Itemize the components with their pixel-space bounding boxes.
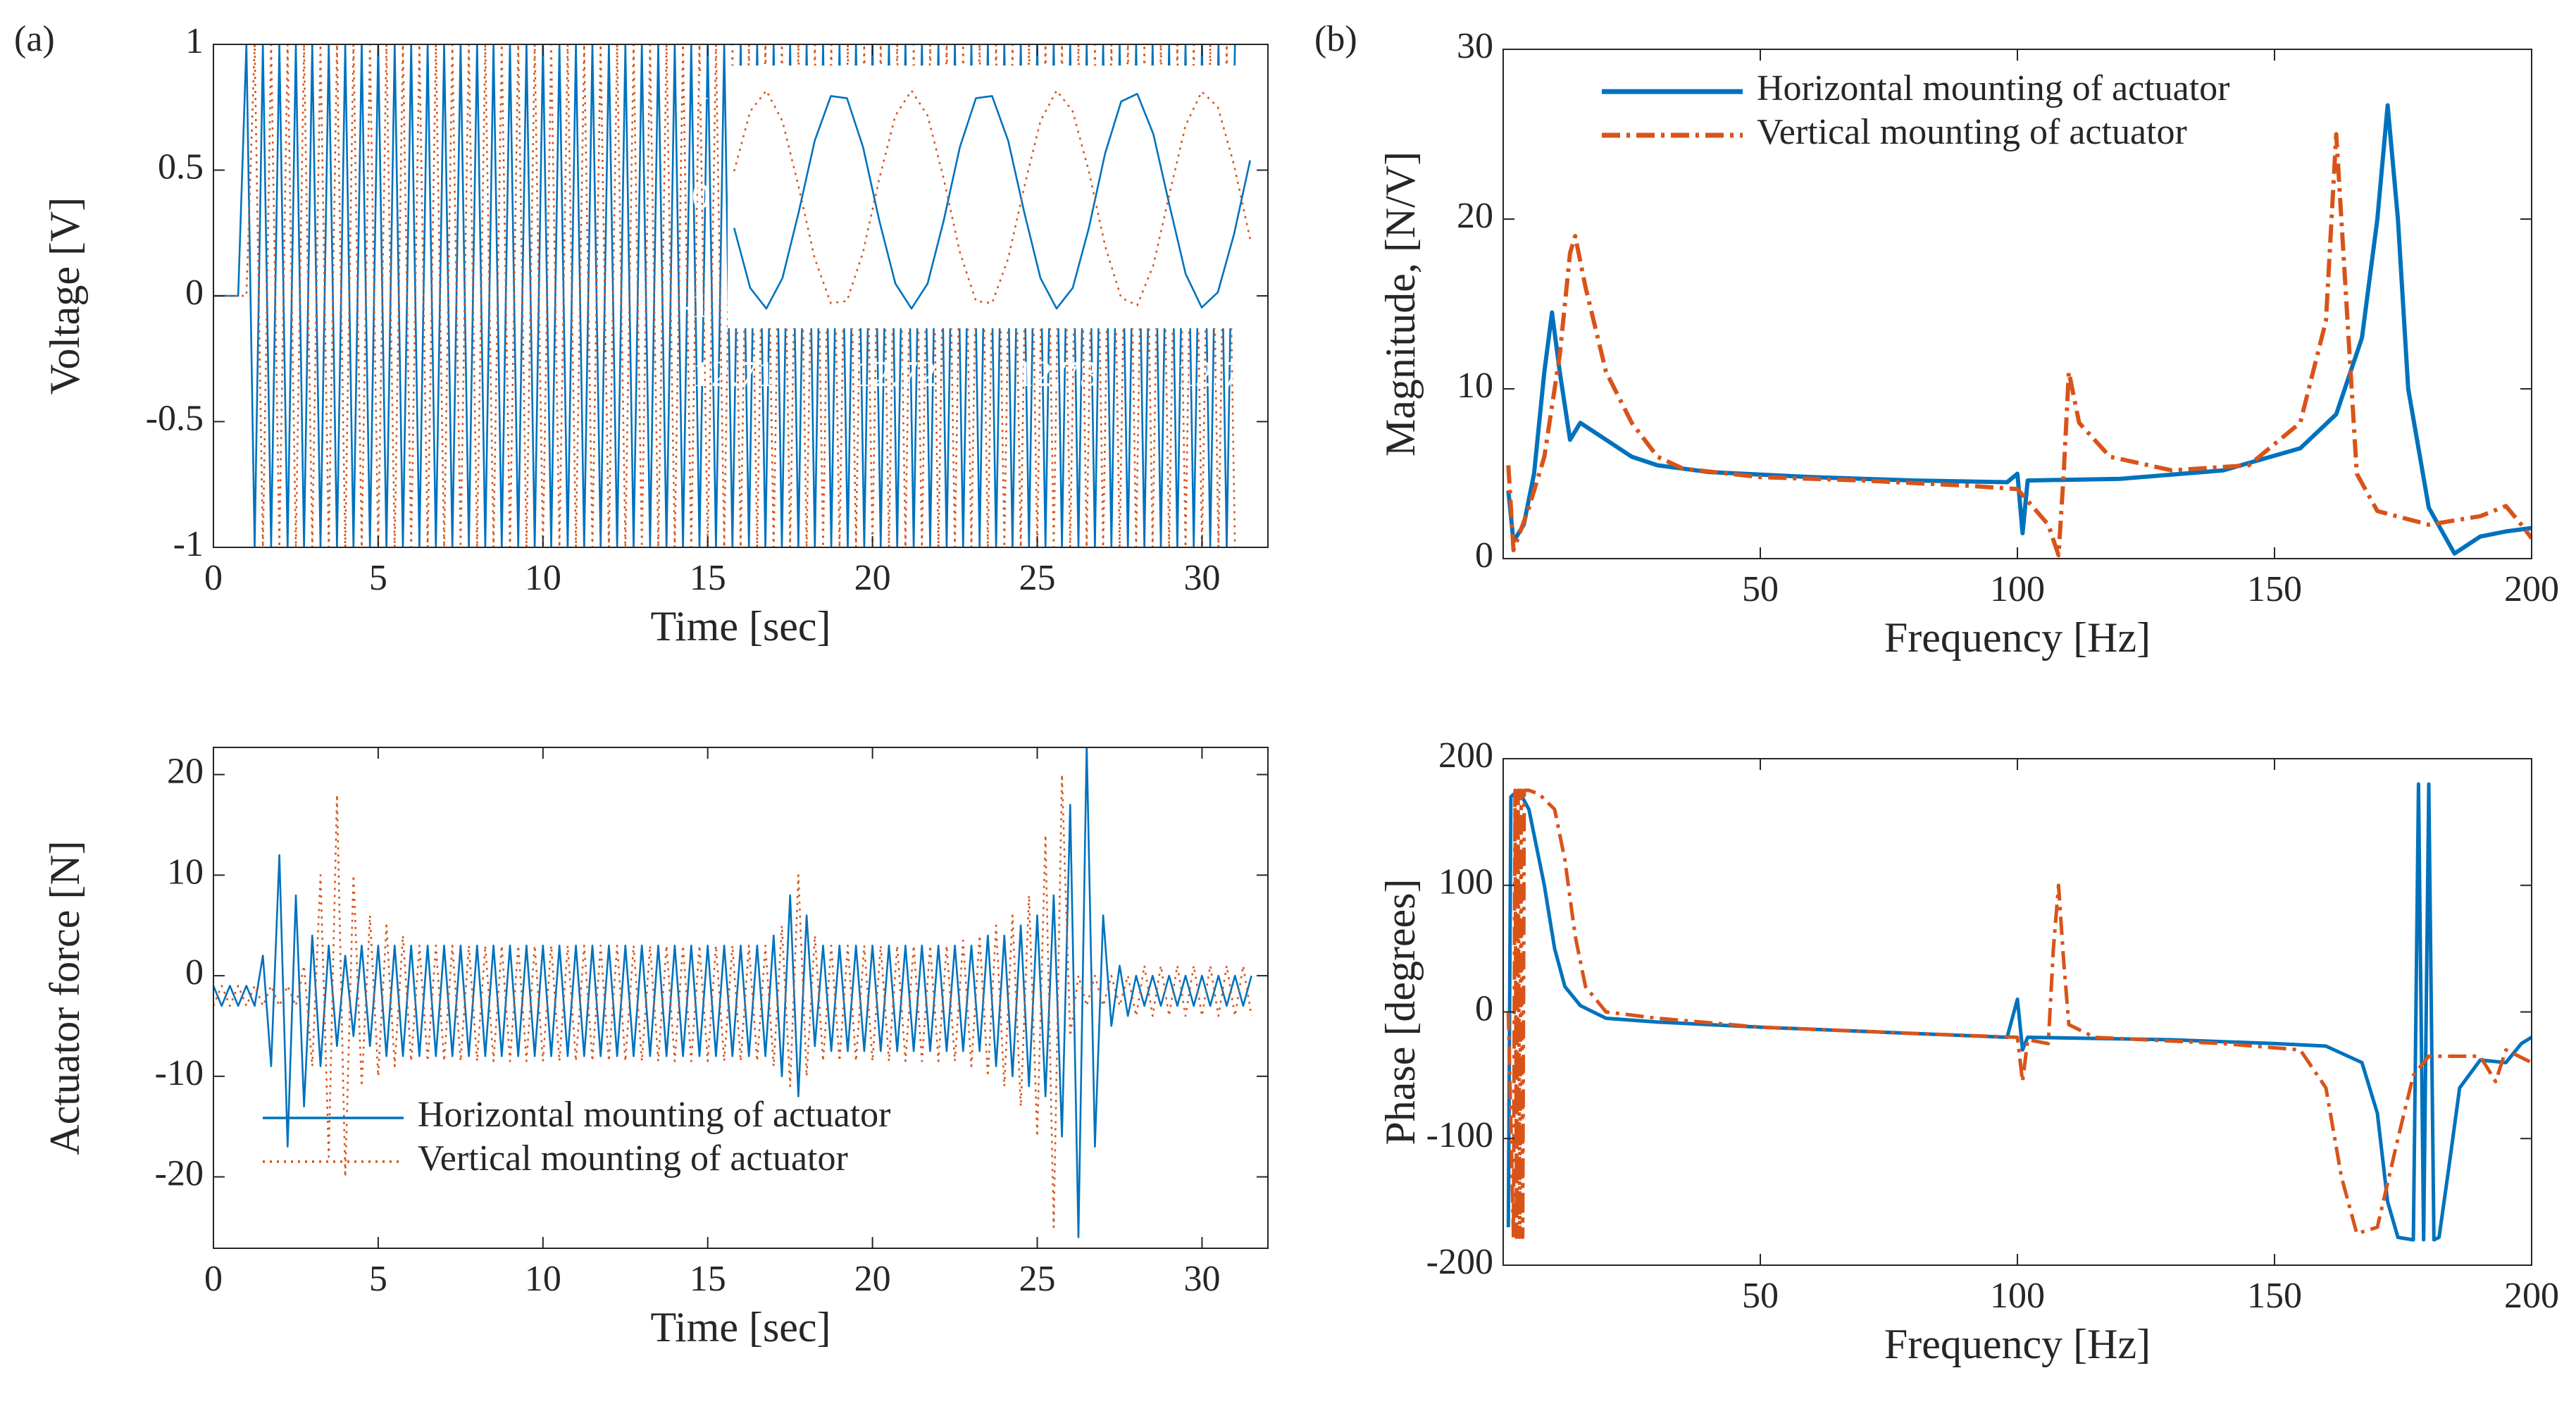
data-line [733, 89, 1251, 306]
y-tick-label: 20 [167, 751, 204, 791]
x-tick-label: 100 [1990, 1276, 2045, 1316]
x-tick-label: 15 [690, 558, 726, 598]
y-tick-label: -200 [1426, 1242, 1493, 1282]
legend-label: Horizontal mounting of actuator [418, 1095, 890, 1135]
x-tick-label: 30 [1183, 1259, 1220, 1299]
y-tick-label: 30 [1457, 26, 1493, 66]
x-tick-label: 10 [525, 1259, 561, 1299]
y-tick-label: 20 [1457, 196, 1493, 236]
panel-label: (a) [14, 19, 55, 59]
y-tick-label: 0 [692, 176, 710, 216]
y-tick-label: 1 [692, 68, 710, 108]
data-line [1506, 103, 2532, 556]
y-tick-label: 0 [185, 273, 204, 313]
x-tick-label: 5 [369, 1259, 387, 1299]
data-line [733, 92, 1251, 310]
x-tick-label: 0 [204, 558, 223, 598]
x-tick-label: 20 [854, 1259, 891, 1299]
x-tick-label: 5 [369, 558, 387, 598]
y-tick-label: -0.5 [146, 398, 204, 438]
y-tick-label: 0 [1475, 535, 1493, 576]
y-axis-label: Actuator force [N] [42, 840, 88, 1155]
y-tick-label: 200 [1438, 735, 1493, 776]
x-axis-label: Time [sec] [650, 603, 830, 649]
x-axis-label: Frequency [Hz] [1884, 1321, 2151, 1367]
y-tick-label: 1 [185, 21, 204, 61]
x-tick-label: 0 [204, 1259, 223, 1299]
x-tick-label: 200 [2504, 1276, 2559, 1316]
x-tick-label: 12.74 [1176, 354, 1259, 394]
x-axis-label: Frequency [Hz] [1884, 614, 2151, 661]
x-tick-label: 15 [690, 1259, 726, 1299]
inset-background [728, 66, 1252, 328]
y-tick-label: 10 [1457, 366, 1493, 406]
x-tick-label: 12.72 [854, 354, 937, 394]
y-tick-label: -1 [680, 285, 710, 325]
data-line [213, 747, 1252, 1238]
data-line [213, 44, 1236, 547]
x-tick-label: 20 [854, 558, 891, 598]
y-axis-label: Magnitude, [N/V] [1377, 151, 1424, 456]
y-tick-label: -1 [173, 524, 204, 564]
x-tick-label: 12.71 [693, 354, 776, 394]
y-tick-label: 100 [1438, 862, 1493, 902]
axes: 0 5 10 15 20 25 30 -20 -10 0 10 20 Time [sec] Actuato… [42, 747, 1269, 1350]
axes-frame [1502, 758, 2532, 1266]
y-tick-label: 0 [185, 952, 204, 993]
x-tick-label: 150 [2247, 1276, 2302, 1316]
axes-frame [1502, 49, 2532, 559]
x-tick-label: 10 [525, 558, 561, 598]
y-tick-label: 10 [167, 852, 204, 892]
x-tick-label: 200 [2504, 569, 2559, 609]
legend-label: Horizontal mounting of actuator [1757, 68, 2229, 108]
y-tick-label: 0 [1475, 988, 1493, 1028]
y-tick-label: 0.5 [158, 147, 204, 187]
x-tick-label: 50 [1742, 569, 1779, 609]
data-line [1506, 788, 2532, 1239]
axes: 50 100 150 200 0 10 20 30 Frequency [Hz] Magnitud… [1314, 19, 2559, 661]
x-tick-label: 12.73 [1016, 354, 1098, 394]
legend-label: Vertical mounting of actuator [418, 1138, 848, 1179]
y-axis-label: Phase [degrees] [1377, 878, 1424, 1145]
axes-frame [213, 747, 1269, 1249]
data-line [1506, 782, 2532, 1242]
inset: 12.71 12.72 12.73 12.74 -1 0 1 [680, 66, 1259, 394]
data-line [213, 773, 1252, 1229]
x-axis-label: Time [sec] [650, 1304, 830, 1350]
y-axis-label: Voltage [V] [42, 197, 88, 395]
x-tick-label: 30 [1183, 558, 1220, 598]
y-tick-label: -20 [155, 1154, 204, 1194]
x-tick-label: 100 [1990, 569, 2045, 609]
x-tick-label: 150 [2247, 569, 2302, 609]
y-tick-label: -10 [155, 1053, 204, 1093]
legend-label: Vertical mounting of actuator [1757, 112, 2187, 152]
x-tick-label: 25 [1019, 558, 1056, 598]
y-tick-label: -100 [1426, 1115, 1493, 1155]
x-tick-label: 50 [1742, 1276, 1779, 1316]
data-line [213, 44, 1236, 547]
data-line [1506, 132, 2532, 558]
axes: 50 100 150 200 -200 -100 0 100 200 Frequency [Hz]… [1377, 735, 2559, 1367]
x-tick-label: 25 [1019, 1259, 1056, 1299]
panel-label: (b) [1314, 19, 1357, 59]
axes-frame [213, 44, 1269, 548]
